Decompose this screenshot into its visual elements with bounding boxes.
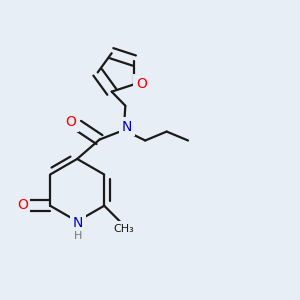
Text: N: N [122, 119, 132, 134]
Text: O: O [17, 198, 28, 212]
Text: N: N [73, 216, 83, 230]
Text: O: O [65, 116, 76, 129]
Text: H: H [74, 231, 82, 241]
Text: CH₃: CH₃ [114, 224, 134, 234]
Text: O: O [136, 77, 147, 91]
